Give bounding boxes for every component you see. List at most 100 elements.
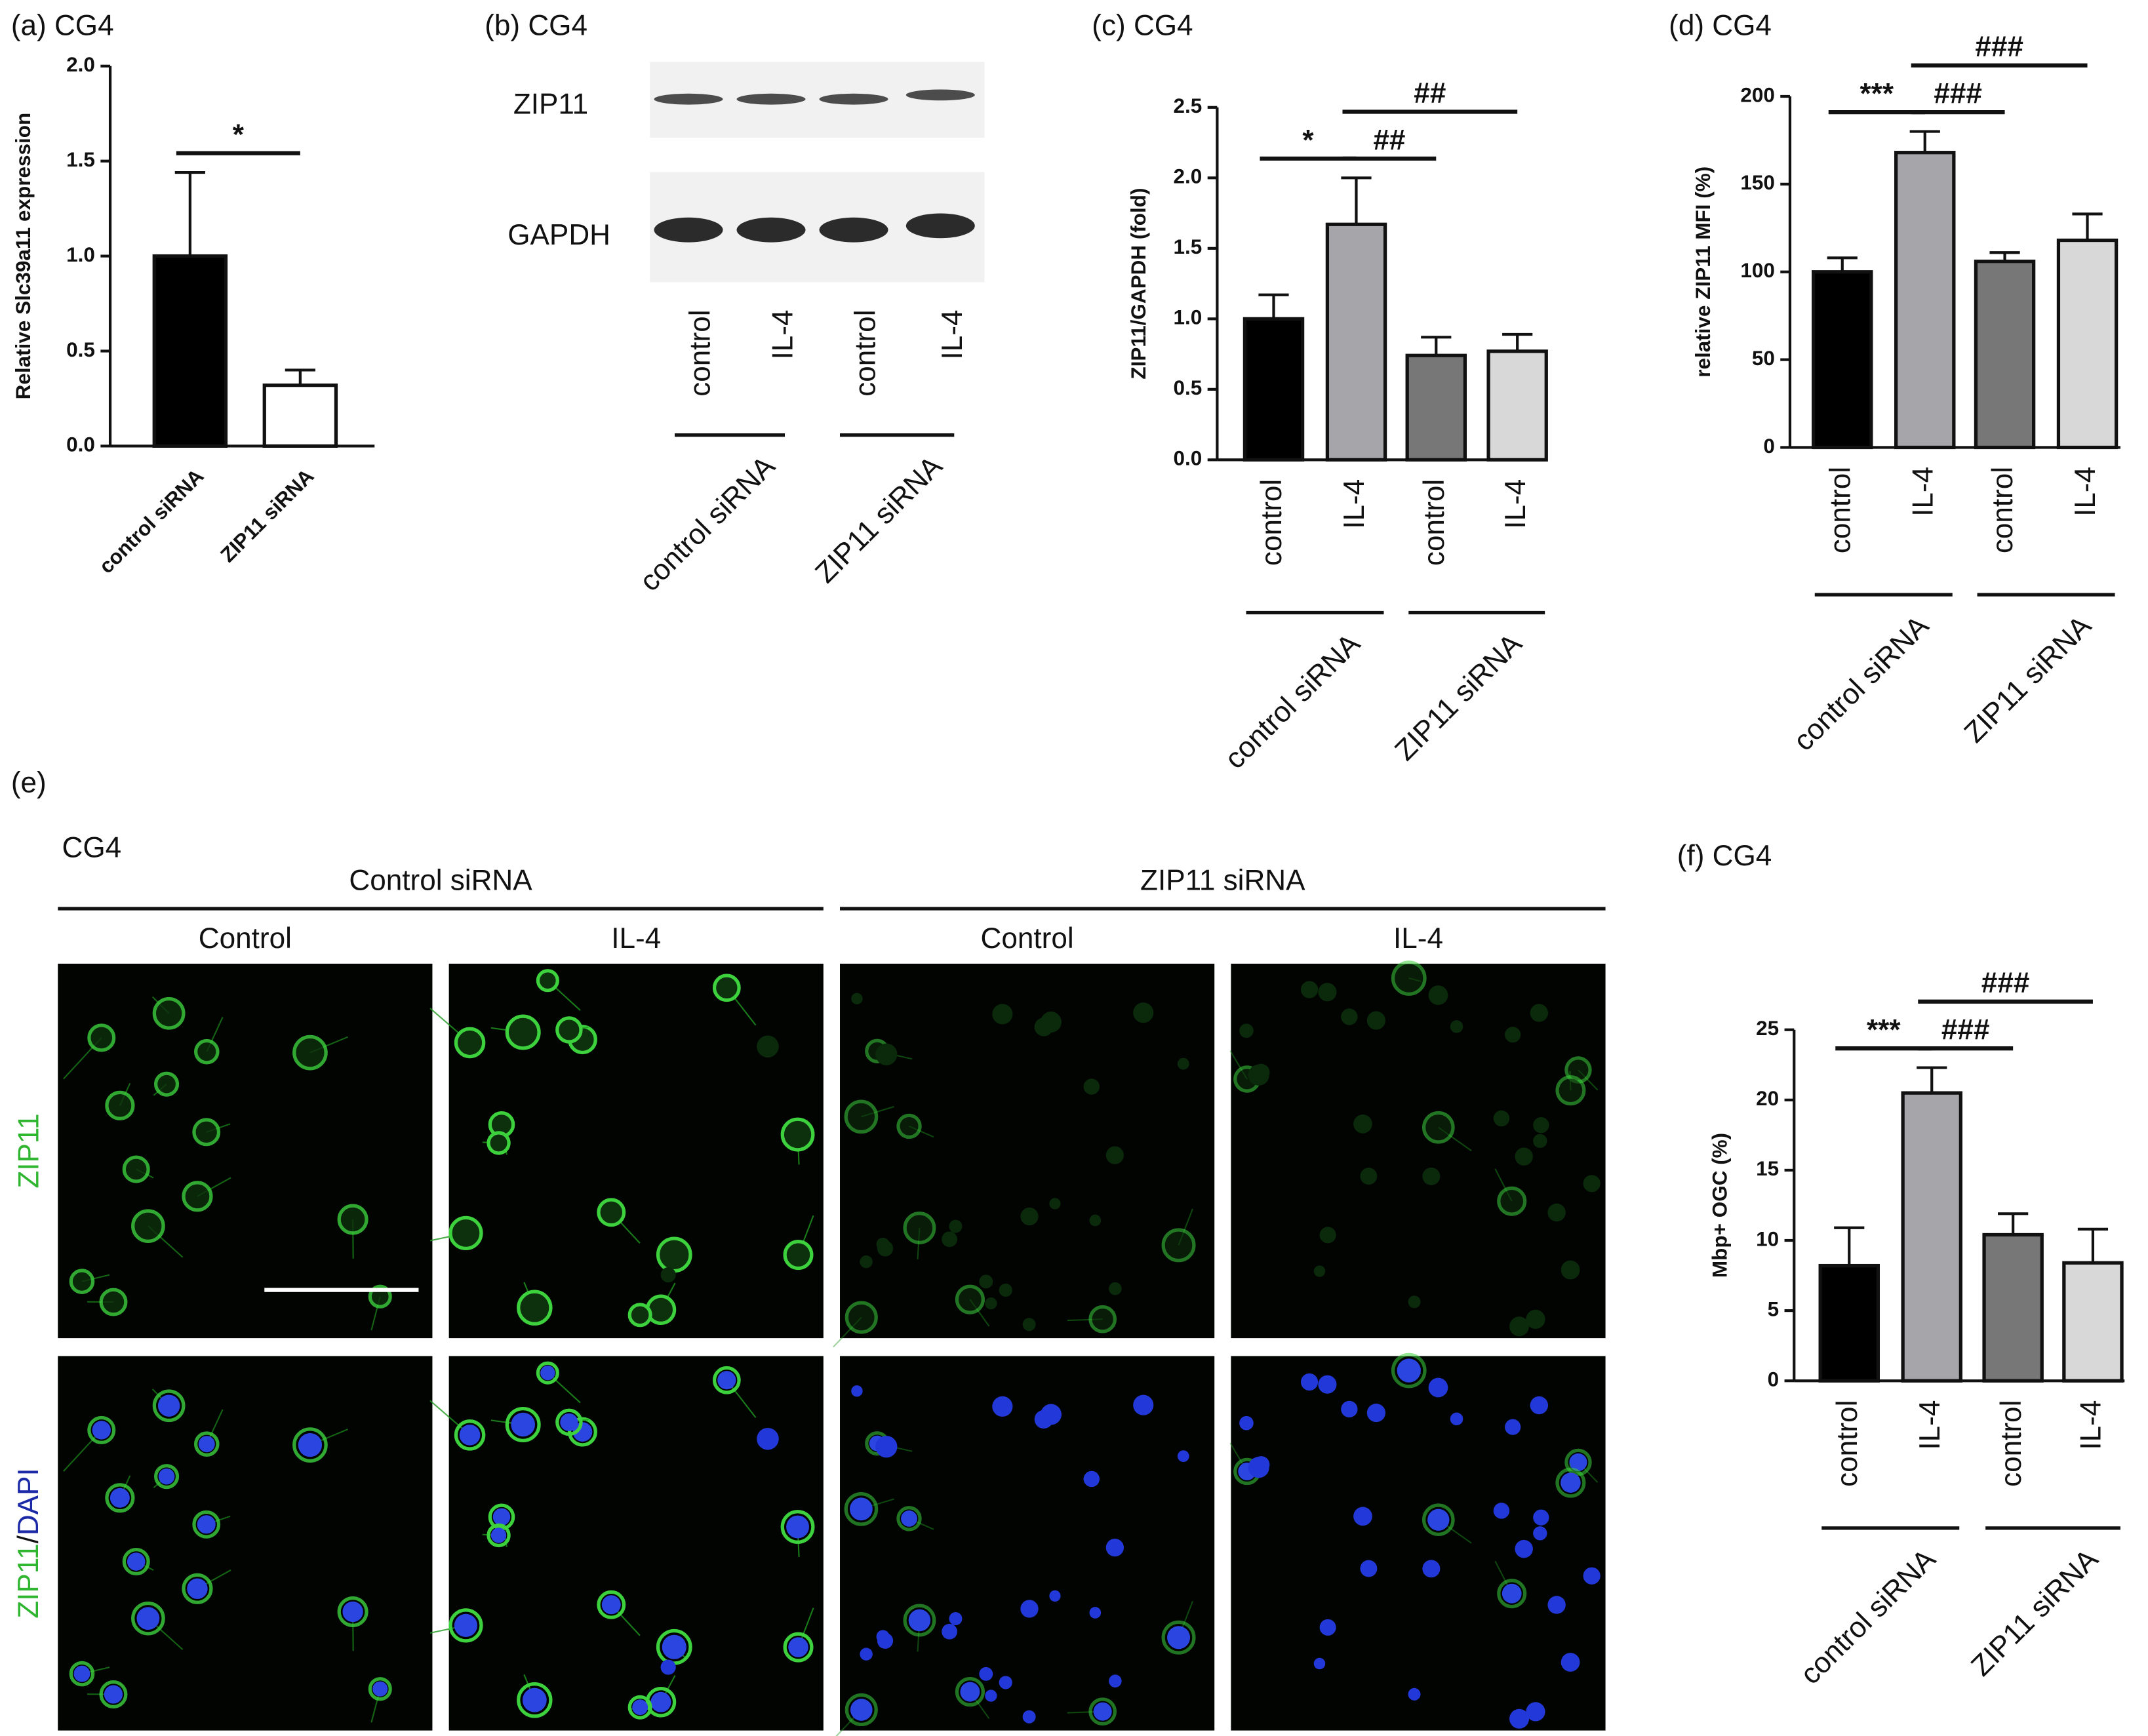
micrograph xyxy=(58,1356,433,1731)
nucleus xyxy=(127,1552,146,1571)
cell xyxy=(1088,1305,1117,1333)
faint-cell xyxy=(1133,1002,1154,1023)
y-tick-label: 2.0 xyxy=(1174,165,1203,188)
faint-cell xyxy=(1177,1057,1189,1070)
faint-cell xyxy=(1366,1011,1385,1030)
bar xyxy=(1901,1091,1962,1383)
cell xyxy=(1391,960,1427,996)
cell xyxy=(454,1027,486,1059)
group-label: control siRNA xyxy=(1787,609,1936,757)
cell xyxy=(1555,1075,1586,1106)
blot-band xyxy=(819,93,888,105)
cell xyxy=(844,1099,879,1134)
faint-cell xyxy=(1020,1207,1039,1226)
significance-label: ## xyxy=(1414,77,1446,109)
nucleus xyxy=(1533,1509,1549,1526)
faint-cell xyxy=(1408,1295,1421,1309)
faint-cell xyxy=(851,993,863,1005)
lane-label: IL-4 xyxy=(767,309,799,359)
nucleus xyxy=(1515,1539,1533,1558)
cell xyxy=(555,1016,583,1044)
band-label: GAPDH xyxy=(507,219,610,251)
faint-cell xyxy=(1341,1008,1358,1025)
y-tick-label: 150 xyxy=(1740,170,1775,194)
chart-title: (c) CG4 xyxy=(1092,10,1193,42)
nucleus xyxy=(875,1436,898,1458)
cell xyxy=(192,1118,221,1147)
bar xyxy=(1243,317,1305,462)
cell xyxy=(182,1181,213,1212)
nucleus xyxy=(572,1422,593,1442)
nucleus xyxy=(901,1510,917,1527)
nucleus xyxy=(908,1609,931,1632)
cell xyxy=(845,1301,878,1334)
nucleus xyxy=(1360,1560,1378,1577)
nucleus xyxy=(1428,1377,1448,1398)
cell xyxy=(627,1695,652,1720)
group-label: control siRNA xyxy=(633,450,782,598)
group-label: control siRNA xyxy=(1219,627,1367,776)
faint-cell xyxy=(1509,1316,1529,1337)
nucleus xyxy=(492,1508,511,1526)
cell xyxy=(536,969,559,993)
faint-cell xyxy=(1318,983,1337,1002)
faint-cell xyxy=(875,1043,898,1065)
nucleus xyxy=(372,1681,388,1697)
column-label: Control xyxy=(199,922,292,955)
cell xyxy=(105,1483,135,1513)
nucleus xyxy=(187,1578,208,1600)
significance-label: ### xyxy=(1941,1014,1990,1046)
nucleus xyxy=(1167,1626,1191,1649)
y-tick-label: 1.5 xyxy=(66,148,95,171)
significance-label: ### xyxy=(1975,31,2023,63)
x-tick-label: IL-4 xyxy=(1914,1400,1946,1450)
faint-cell xyxy=(1505,1027,1521,1043)
bar xyxy=(2062,1261,2124,1383)
band-label: ZIP11 xyxy=(513,88,588,120)
group-label: ZIP11 siRNA xyxy=(1958,609,2098,749)
cell xyxy=(903,1212,936,1244)
faint-cell xyxy=(1547,1203,1566,1222)
faint-cell xyxy=(1561,1260,1580,1280)
lane-label: IL-4 xyxy=(936,309,968,359)
cell xyxy=(896,1113,922,1139)
cell xyxy=(193,1038,220,1065)
y-tick-label: 25 xyxy=(1756,1016,1779,1040)
group-label: control siRNA xyxy=(1794,1543,1942,1691)
cell xyxy=(337,1596,368,1627)
faint-cell xyxy=(877,1240,894,1257)
nucleus xyxy=(1318,1375,1337,1394)
micrograph xyxy=(1231,963,1606,1339)
nucleus xyxy=(540,1365,555,1381)
faint-cell xyxy=(1493,1110,1510,1127)
nucleus xyxy=(157,1394,180,1417)
nucleus xyxy=(1583,1567,1601,1585)
nucleus xyxy=(1177,1450,1189,1463)
x-tick-label: control siRNA xyxy=(94,464,209,578)
y-tick-label: 0.5 xyxy=(1174,376,1203,399)
cell xyxy=(845,1693,878,1727)
y-axis-label: relative ZIP11 MFI (%) xyxy=(1691,167,1715,378)
column-label: IL-4 xyxy=(611,922,661,955)
panel-label: (e) xyxy=(11,767,47,799)
cell xyxy=(192,1510,221,1539)
row-label-part: / xyxy=(12,1535,45,1543)
faint-cell xyxy=(1450,1020,1463,1033)
cell xyxy=(712,974,741,1002)
nucleus xyxy=(1093,1702,1112,1721)
y-tick-label: 0 xyxy=(1768,1368,1780,1391)
cell xyxy=(656,1236,692,1273)
cell xyxy=(154,1071,180,1097)
nucleus xyxy=(1248,1457,1269,1478)
y-tick-label: 5 xyxy=(1768,1297,1780,1320)
micrograph xyxy=(840,963,1215,1339)
cell xyxy=(193,1431,220,1457)
nucleus xyxy=(1109,1674,1122,1687)
x-tick-label: control xyxy=(1824,467,1856,553)
nucleus xyxy=(788,1637,808,1657)
cell xyxy=(555,1408,583,1436)
column-label: IL-4 xyxy=(1393,922,1443,955)
cell xyxy=(896,1506,922,1531)
faint-cell xyxy=(757,1035,779,1058)
